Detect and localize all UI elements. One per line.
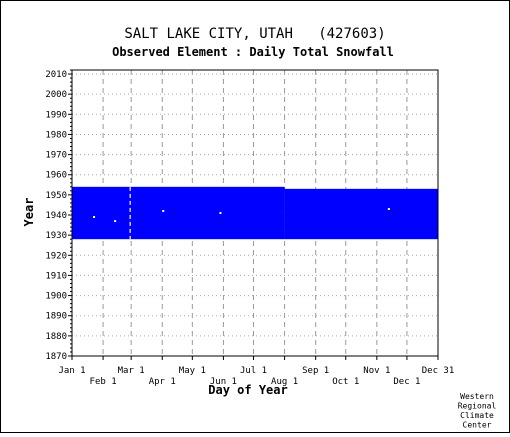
x-tick-label: May 1 [179,366,206,376]
x-tick-label: Dec 1 [393,377,420,387]
credit-line: Center [463,421,492,430]
y-tick-label: 1980 [45,130,67,140]
missing-data-point [93,216,96,219]
x-tick-label: Apr 1 [149,377,176,387]
y-tick-label: 1920 [45,251,67,261]
plot-area-border [71,69,439,357]
x-tick-label: Jul 1 [240,366,267,376]
missing-data-point [387,207,390,210]
x-tick-label: Dec 31 [422,366,455,376]
y-tick-label: 1940 [45,211,67,221]
y-tick-label: 2010 [45,70,67,80]
x-tick-label: Aug 1 [271,377,298,387]
y-tick-label: 1880 [45,332,67,342]
y-tick-label: 1960 [45,171,67,181]
credit-line: Climate [460,411,494,420]
x-tick-label: Feb 1 [90,377,117,387]
x-axis-label: Day of Year [208,383,287,397]
observed-data-block [284,188,438,240]
y-tick-label: 2000 [45,90,67,100]
y-axis-label: Year [22,198,36,227]
missing-data-point [114,220,117,223]
x-tick-label: Sep 1 [302,366,329,376]
y-tick-label: 1890 [45,312,67,322]
data-layer [72,186,438,240]
credit-line: Regional [458,402,497,411]
y-tick-label: 1970 [45,151,67,161]
missing-data-point [162,209,165,212]
credit-line: Western [460,392,494,401]
y-tick-label: 1930 [45,231,67,241]
chart-title: SALT LAKE CITY, UTAH (427603) [124,26,385,42]
chart-subtitle: Observed Element : Daily Total Snowfall [112,45,394,59]
x-tick-label: Mar 1 [118,366,145,376]
missing-data-point [219,212,222,214]
y-tick-label: 1900 [45,292,67,302]
y-tick-label: 1950 [45,191,67,201]
x-tick-label: Nov 1 [363,366,390,376]
observed-data-block [72,186,285,240]
y-tick-label: 1910 [45,271,67,281]
x-tick-label: Jun 1 [210,377,237,387]
y-tick-label: 1870 [45,352,67,362]
x-tick-label: Jan 1 [58,366,85,376]
missing-data-layer [93,186,390,240]
y-tick-label: 1990 [45,110,67,120]
axis-ticks: Jan 1 Mar 1 May 1 Jul 1 Sep 1 Nov 1 Dec 31 Feb … [45,69,455,387]
x-tick-label: Oct 1 [332,377,359,387]
